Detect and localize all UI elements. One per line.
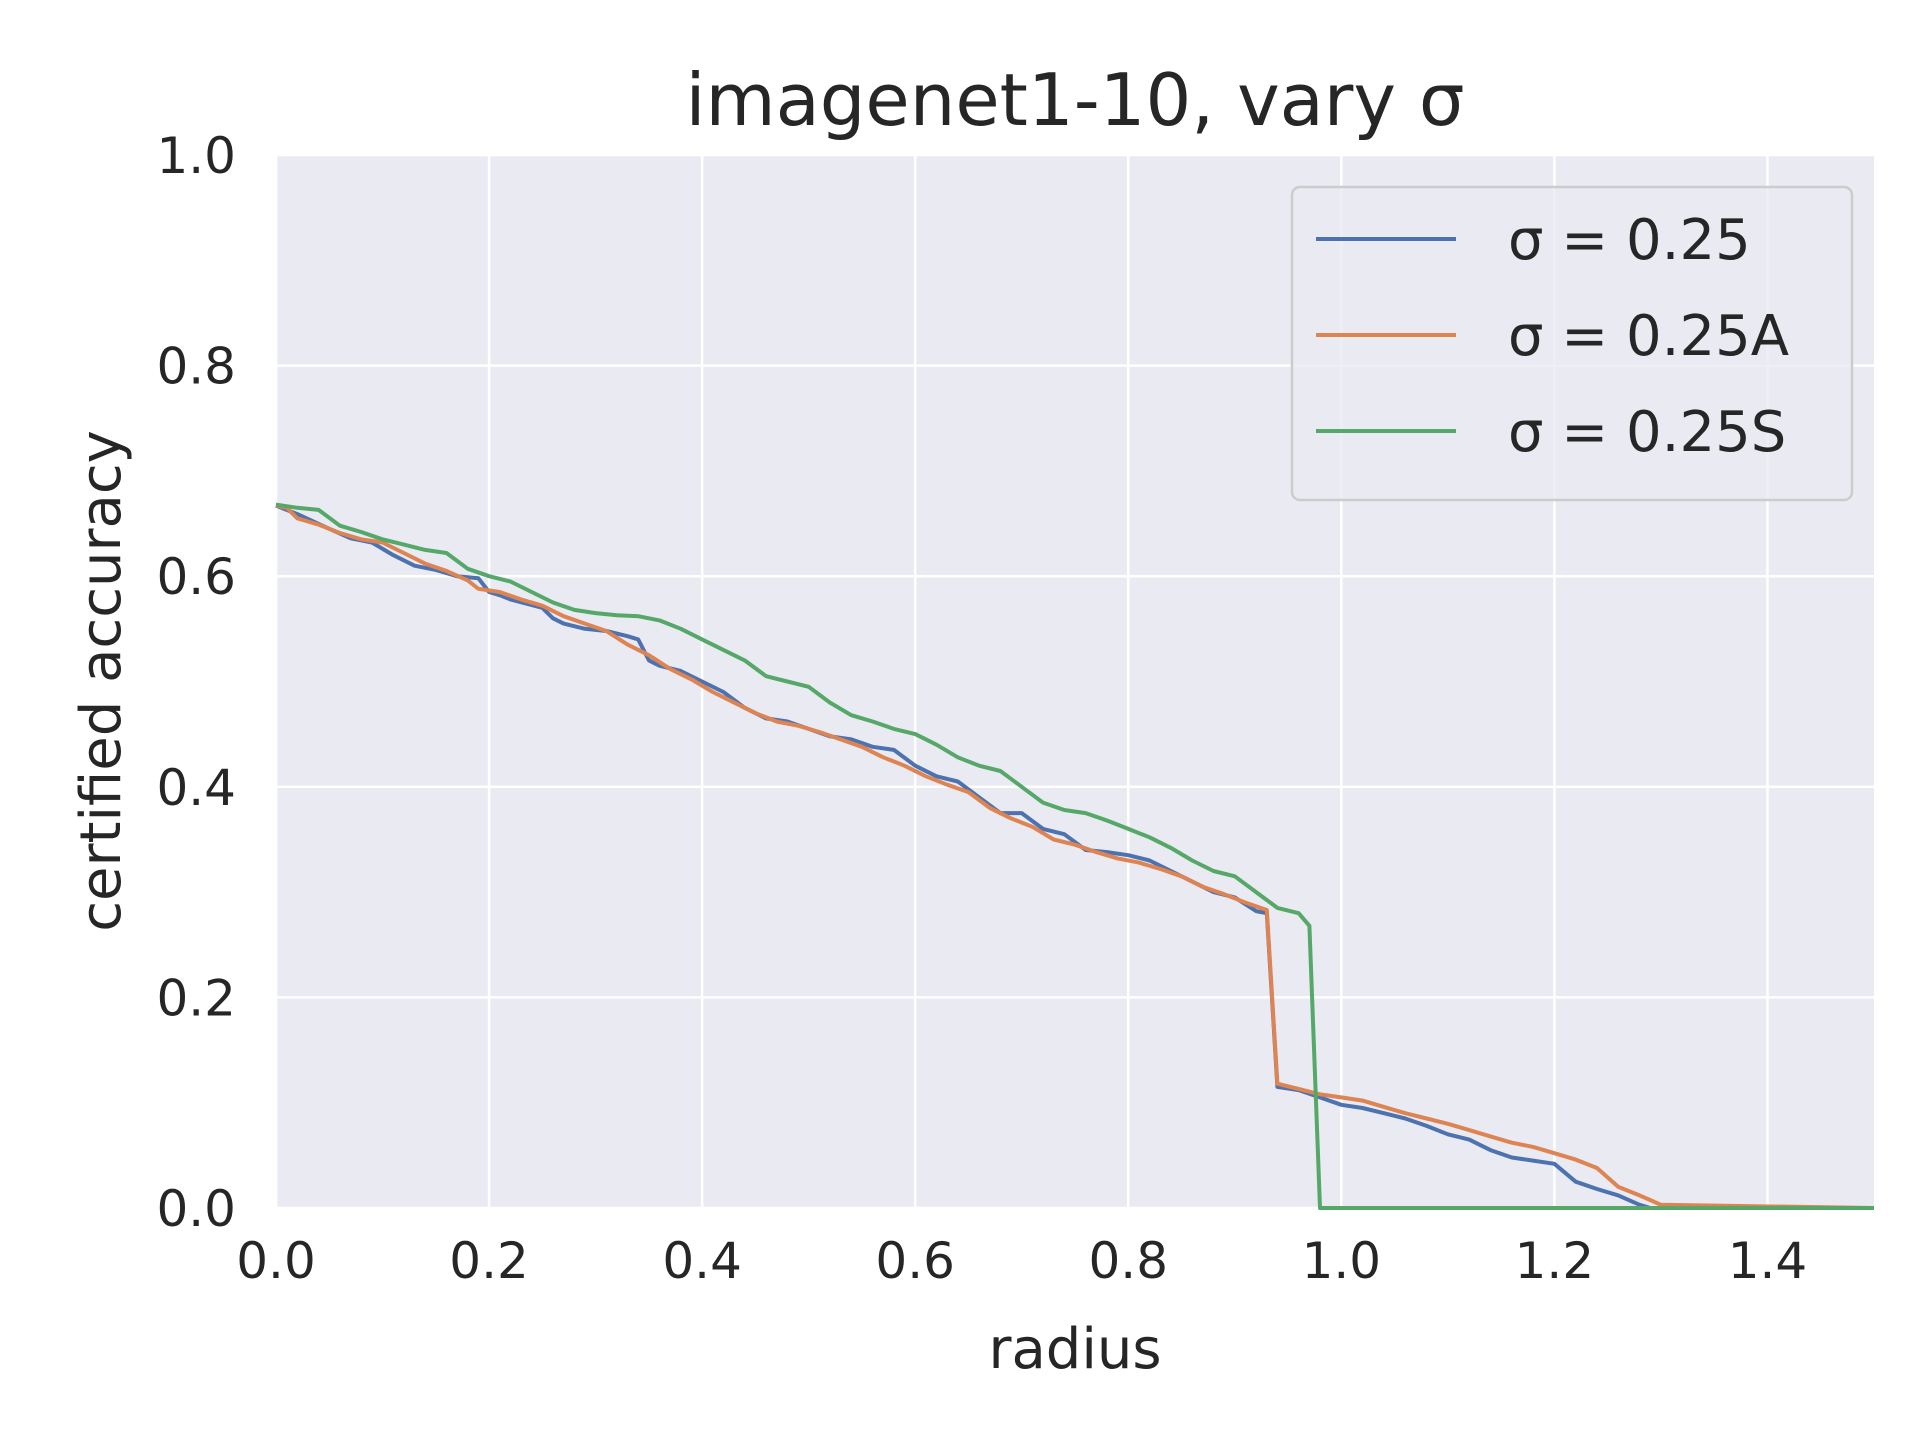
series-group [275, 502, 1875, 1210]
x-tick-label: 0.6 [875, 1232, 955, 1290]
ticks: 0.0 0.2 0.4 0.6 0.8 1.0 1.2 1.4 0.0 0.2 0.4 0.6 0.8 1… [156, 127, 1807, 1290]
x-tick-label: 0.2 [449, 1232, 529, 1290]
legend-label: σ = 0.25 [1508, 208, 1751, 273]
series-line-3 [275, 502, 1874, 1210]
x-tick-label: 0.0 [236, 1232, 316, 1290]
y-tick-label: 0.6 [156, 548, 236, 606]
series-line-2 [275, 503, 1875, 1210]
legend-label: σ = 0.25S [1508, 400, 1786, 465]
x-axis-label: radius [988, 1317, 1161, 1382]
y-tick-label: 0.8 [156, 338, 236, 396]
y-tick-label: 0.0 [156, 1180, 236, 1238]
y-axis-label: certified accuracy [69, 430, 134, 932]
x-tick-label: 0.8 [1089, 1232, 1169, 1290]
x-tick-label: 1.4 [1728, 1232, 1808, 1290]
y-tick-label: 0.4 [156, 759, 236, 817]
y-tick-label: 0.2 [156, 969, 236, 1027]
series-line-1 [275, 503, 1874, 1210]
x-tick-label: 1.0 [1302, 1232, 1382, 1290]
x-tick-label: 1.2 [1515, 1232, 1595, 1290]
legend-label: σ = 0.25A [1508, 304, 1789, 369]
legend: σ = 0.25 σ = 0.25A σ = 0.25S [1290, 185, 1854, 502]
y-tick-label: 1.0 [156, 127, 236, 185]
legend-box [1290, 185, 1854, 502]
chart-title: imagenet1-10, vary σ [685, 58, 1464, 142]
x-tick-label: 0.4 [662, 1232, 742, 1290]
